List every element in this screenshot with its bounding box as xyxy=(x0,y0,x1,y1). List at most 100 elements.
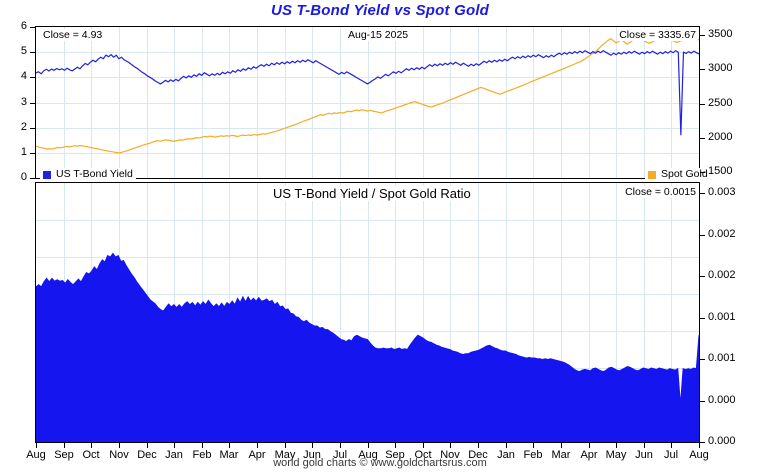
axis-tick-label: 1500 xyxy=(708,165,733,177)
gridline-vertical xyxy=(533,183,534,442)
axis-tick xyxy=(700,104,705,105)
x-axis-tick xyxy=(64,443,65,448)
axis-tick xyxy=(700,138,705,139)
gridline-vertical xyxy=(561,27,562,178)
yield-close-label: Close = 4.93 xyxy=(41,29,105,41)
price-panel xyxy=(35,26,700,179)
price-plot-area xyxy=(36,27,699,178)
gridline-vertical xyxy=(147,27,148,178)
x-axis-label: May xyxy=(605,449,627,461)
x-axis-tick xyxy=(699,443,700,448)
x-axis-label: Oct xyxy=(414,449,432,461)
gridline-vertical xyxy=(450,27,451,178)
axis-tick xyxy=(700,193,705,194)
yield-legend-swatch-icon xyxy=(43,170,51,179)
x-axis-tick xyxy=(671,443,672,448)
gridline-horizontal xyxy=(36,77,699,78)
gridline-vertical xyxy=(533,27,534,178)
x-axis-label: Aug xyxy=(358,449,378,461)
legend-label-yield: US T-Bond Yield xyxy=(56,168,133,180)
gridline-vertical xyxy=(644,27,645,178)
axis-tick-label: 4 xyxy=(20,70,27,82)
x-axis-tick xyxy=(119,443,120,448)
axis-tick xyxy=(30,153,35,154)
x-axis-label: Mar xyxy=(219,449,239,461)
gridline-vertical xyxy=(478,183,479,442)
axis-tick-label: 3000 xyxy=(708,62,733,74)
gridline-horizontal xyxy=(36,52,699,53)
x-axis-tick xyxy=(368,443,369,448)
ratio-series-svg xyxy=(36,183,699,442)
gridline-vertical xyxy=(616,27,617,178)
x-axis-label: Apr xyxy=(580,449,598,461)
gridline-vertical xyxy=(340,183,341,442)
gridline-vertical xyxy=(450,183,451,442)
gridline-horizontal xyxy=(36,128,699,129)
footer-credit: world gold charts © www.goldchartsrus.co… xyxy=(273,457,487,469)
axis-tick xyxy=(30,52,35,53)
gridline-vertical xyxy=(589,183,590,442)
ratio-subtitle: US T-Bond Yield / Spot Gold Ratio xyxy=(268,186,476,201)
gridline-vertical xyxy=(395,27,396,178)
x-axis-tick xyxy=(533,443,534,448)
axis-tick xyxy=(30,128,35,129)
x-axis-label: Jul xyxy=(332,449,348,461)
axis-tick xyxy=(30,77,35,78)
gridline-vertical xyxy=(312,183,313,442)
x-axis-tick xyxy=(312,443,313,448)
gridline-vertical xyxy=(229,27,230,178)
x-axis-tick xyxy=(423,443,424,448)
gridline-horizontal xyxy=(36,331,699,332)
gridline-vertical xyxy=(91,27,92,178)
x-axis-tick xyxy=(257,443,258,448)
x-axis-label: May xyxy=(274,449,296,461)
x-axis-label: Feb xyxy=(192,449,212,461)
axis-tick-label: 0.000 xyxy=(708,394,736,406)
gridline-vertical xyxy=(174,27,175,178)
x-axis-label: Nov xyxy=(109,449,129,461)
axis-tick-label: 0.003 xyxy=(708,186,736,198)
x-axis-label: Mar xyxy=(551,449,571,461)
axis-tick xyxy=(700,359,705,360)
axis-tick-label: 3500 xyxy=(708,28,733,40)
gridline-horizontal xyxy=(36,103,699,104)
x-axis-label: Sep xyxy=(54,449,74,461)
gridline-vertical xyxy=(312,27,313,178)
gridline-vertical xyxy=(616,183,617,442)
legend-label-gold: Spot Gold xyxy=(661,168,708,180)
gridline-vertical xyxy=(257,27,258,178)
gridline-vertical xyxy=(506,27,507,178)
gridline-vertical xyxy=(340,27,341,178)
legend-spot-gold[interactable]: Spot Gold xyxy=(645,168,711,181)
x-axis-tick xyxy=(644,443,645,448)
axis-tick xyxy=(700,442,705,443)
axis-tick-label: 0.000 xyxy=(708,435,736,447)
gridline-horizontal xyxy=(36,294,699,295)
gold-close-label: Close = 3335.67 xyxy=(617,29,698,41)
axis-tick xyxy=(700,318,705,319)
gridline-horizontal xyxy=(36,257,699,258)
x-axis-tick xyxy=(506,443,507,448)
x-axis-tick xyxy=(561,443,562,448)
gridline-vertical xyxy=(423,183,424,442)
axis-tick-label: 0.002 xyxy=(708,228,736,240)
gridline-horizontal xyxy=(36,153,699,154)
axis-tick xyxy=(700,35,705,36)
axis-tick xyxy=(700,69,705,70)
axis-tick-label: 2 xyxy=(20,121,27,133)
gridline-vertical xyxy=(368,183,369,442)
axis-tick-label: 1 xyxy=(20,146,27,158)
ratio-panel xyxy=(35,182,700,443)
gridline-vertical xyxy=(285,27,286,178)
axis-tick xyxy=(30,103,35,104)
page-title: US T-Bond Yield vs Spot Gold xyxy=(270,2,490,19)
gridline-vertical xyxy=(561,183,562,442)
gold-legend-swatch-icon xyxy=(648,170,656,179)
x-axis-tick xyxy=(285,443,286,448)
legend-us-tbond-yield[interactable]: US T-Bond Yield xyxy=(40,168,136,181)
axis-tick xyxy=(700,235,705,236)
x-axis-tick xyxy=(616,443,617,448)
gridline-vertical xyxy=(506,183,507,442)
x-axis-label: Aug xyxy=(689,449,709,461)
